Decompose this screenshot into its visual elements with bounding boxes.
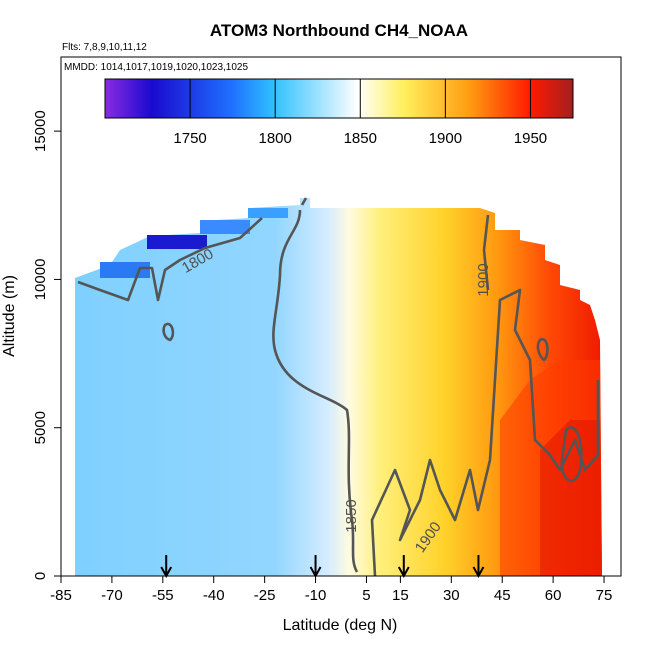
- chart-title: ATOM3 Northbound CH4_NOAA: [210, 21, 468, 40]
- contour-1850: [272, 209, 359, 573]
- dates-label: MMDD: 1014,1017,1019,1020,1023,1025: [64, 62, 248, 73]
- colorbar-tick-label: 1900: [429, 130, 462, 147]
- plot-frame: [60, 56, 622, 577]
- colorbar-tick-label: 1800: [258, 130, 291, 147]
- x-tick-label: 75: [596, 587, 613, 604]
- x-tick-label: 15: [392, 587, 409, 604]
- contour-1900-ring: [560, 426, 583, 483]
- contour-label-1900-high: 1900: [475, 263, 492, 296]
- low-ch4-patch: [147, 235, 207, 249]
- x-axis: -85 -70 -55 -40 -25 -10 5 15 30 45 60 75: [50, 576, 612, 604]
- contour-1900-ring-2: [536, 337, 549, 362]
- y-tick-label: 15000: [32, 110, 49, 152]
- x-tick-label: -55: [152, 587, 174, 604]
- x-tick-label: -70: [101, 587, 123, 604]
- x-tick-label: -10: [305, 587, 327, 604]
- y-axis: 0 5000 10000 15000: [32, 110, 61, 580]
- low-ch4-patch-3: [200, 220, 250, 234]
- colorbar-ticks: 1750 1800 1850 1900 1950: [173, 79, 547, 147]
- x-tick-label: 5: [362, 587, 370, 604]
- data-field-shape: [75, 198, 602, 576]
- colorbar-tick-label: 1950: [514, 130, 547, 147]
- x-tick-label: -25: [254, 587, 276, 604]
- contour-lines: [77, 197, 600, 576]
- colorbar: 1750 1800 1850 1900 1950: [104, 78, 574, 147]
- y-tick-label: 5000: [32, 411, 49, 444]
- x-tick-label: -40: [203, 587, 225, 604]
- contour-1900: [370, 288, 600, 576]
- colorbar-tick-label: 1750: [173, 130, 206, 147]
- x-axis-label: Latitude (deg N): [283, 617, 398, 634]
- x-tick-label: 60: [545, 587, 562, 604]
- x-tick-label: 30: [443, 587, 460, 604]
- x-tick-label: 45: [494, 587, 511, 604]
- colorbar-gradient: [104, 78, 574, 119]
- y-tick-label: 0: [32, 572, 49, 580]
- x-tick-label: -85: [50, 587, 72, 604]
- contour-1800-island: [162, 322, 175, 342]
- contour-1800: [77, 217, 263, 302]
- colorbar-tick-label: 1850: [344, 130, 377, 147]
- contour-1850-b: [300, 197, 308, 206]
- y-axis-label: Altitude (m): [1, 275, 18, 357]
- y-tick-label: 10000: [32, 259, 49, 301]
- flights-label: Flts: 7,8,9,10,11,12: [62, 42, 147, 53]
- contour-label-1850: 1850: [343, 499, 360, 532]
- low-ch4-patch-4: [248, 208, 288, 218]
- contour-1900-top: [482, 214, 490, 291]
- high-ch4-core: [540, 420, 602, 576]
- data-field: 1800 1850 1900 1900: [75, 197, 602, 576]
- low-ch4-patch-2: [100, 262, 150, 278]
